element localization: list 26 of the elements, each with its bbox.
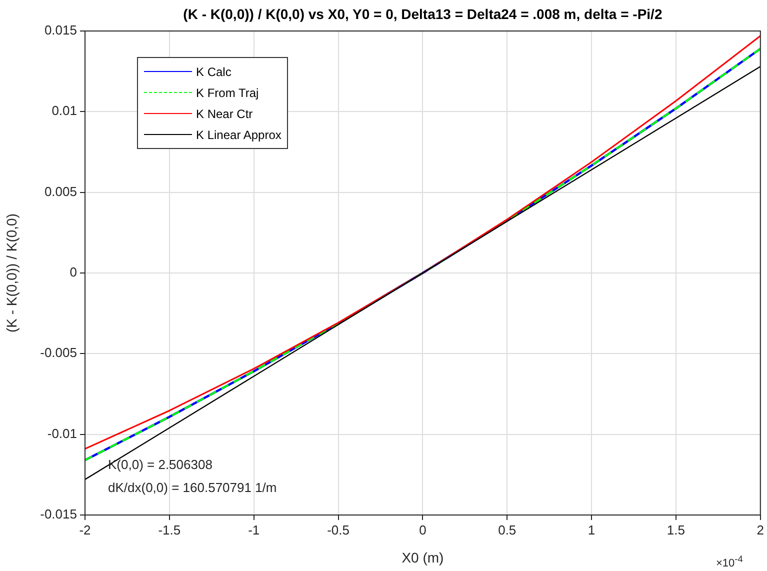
y-tick-label: 0.01: [52, 103, 77, 118]
legend-label: K Near Ctr: [196, 106, 253, 120]
x-tick-label: -1.5: [158, 522, 181, 538]
text: ×10$^{-4}$: [716, 554, 743, 570]
x-axis-title: X0 (m): [402, 549, 444, 566]
x-tick-label: 1: [588, 522, 596, 538]
legend-label: K From Traj: [196, 86, 259, 100]
y-tick-label: -0.01: [47, 426, 77, 441]
y-tick-label: -0.005: [40, 345, 77, 360]
x-tick-label: 1.5: [666, 522, 685, 538]
y-axis-title: (K - K(0,0)) / K(0,0): [3, 213, 20, 333]
annotation: dK/dx(0,0) = 160.570791 1/m: [108, 480, 277, 495]
y-tick-label: 0: [70, 264, 77, 280]
y-tick-label: -0.015: [40, 506, 77, 522]
y-tick-label: 0.015: [44, 22, 77, 38]
chart-title: (K - K(0,0)) / K(0,0) vs X0, Y0 = 0, Delta13 = Delta24 = .008 m, delta = -Pi/2: [183, 6, 662, 22]
y-tick-label: 0.005: [44, 184, 77, 199]
legend-label: K Calc: [196, 64, 232, 78]
x-tick-label: 0: [419, 522, 426, 538]
x-tick-label: -2: [79, 522, 91, 538]
x-tick-label: 2: [756, 522, 764, 538]
x-tick-label: -1: [248, 522, 260, 538]
x-tick-label: 0.5: [498, 522, 516, 538]
annotation: K(0,0) = 2.506308: [108, 457, 212, 472]
x-tick-label: -0.5: [327, 522, 350, 538]
legend-label: K Linear Approx: [196, 128, 282, 142]
